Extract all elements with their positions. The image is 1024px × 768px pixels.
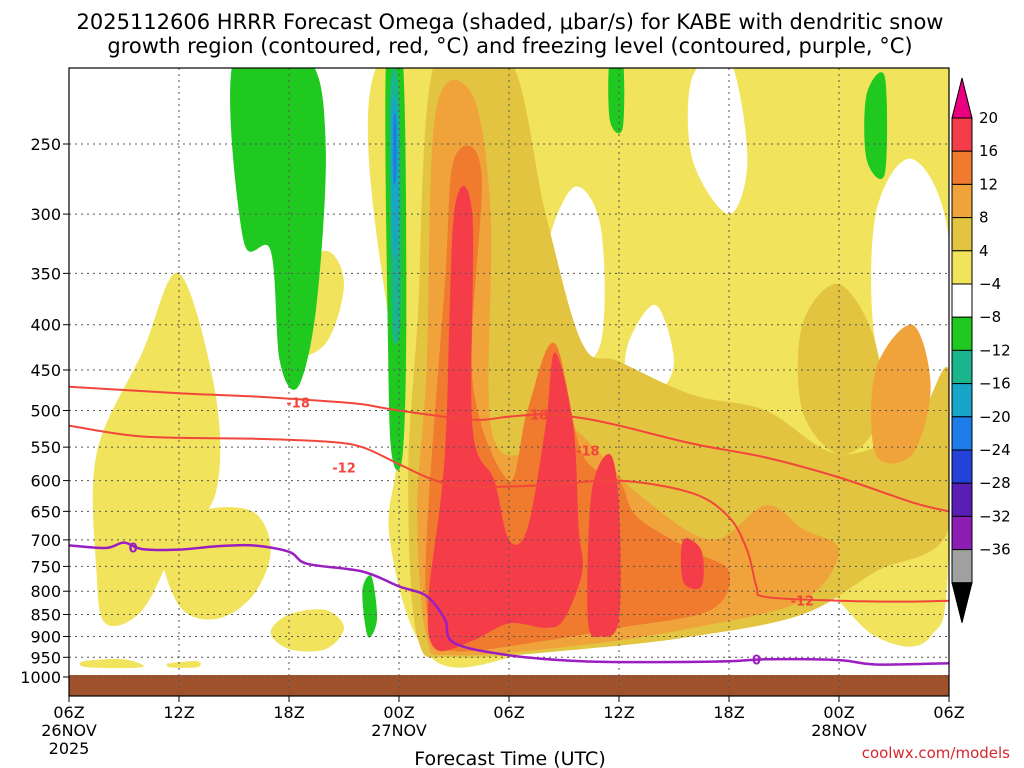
x-tick-label: 18Z — [273, 703, 304, 722]
colorbar-swatch — [951, 515, 973, 551]
colorbar-label: −32 — [979, 507, 1011, 525]
colorbar-swatch — [951, 349, 973, 385]
omega-4-8-left — [92, 272, 221, 627]
omega-4-8-left-3 — [270, 609, 344, 652]
colorbar-bottom-triangle — [951, 582, 973, 623]
y-tick-label: 550 — [30, 438, 61, 457]
omega-gt20-second — [587, 453, 621, 638]
x-axis-label: Forecast Time (UTC) — [414, 748, 605, 768]
colorbar-swatch — [951, 383, 973, 418]
omega-4-8-sfc-2 — [166, 661, 201, 668]
colorbar-label: 12 — [979, 175, 998, 193]
colorbar-swatch — [951, 217, 973, 252]
colorbar-swatch — [951, 449, 973, 484]
omega-gt20-main — [427, 185, 584, 652]
dgz-contour-label: -18 — [576, 445, 600, 460]
y-tick-label: 600 — [30, 472, 61, 491]
colorbar-swatch — [951, 250, 973, 285]
omega-12-16-right — [871, 324, 931, 464]
x-tick-label: 12Z — [603, 703, 634, 722]
colorbar-label: −16 — [979, 375, 1011, 393]
y-axis: 250 300 350 400 450 500 550 600 650 700 750 800 850 9… — [20, 135, 69, 687]
omega-neg-small-2 — [864, 72, 888, 179]
colorbar-label: −4 — [979, 275, 1001, 293]
dgz-contour-label: -12 — [332, 462, 356, 477]
colorbar-swatch — [951, 117, 973, 152]
colorbar-label: −12 — [979, 341, 1011, 359]
credit-text: coolwx.com/models — [862, 744, 1010, 762]
dgz-contour-label: -18 — [286, 397, 310, 412]
x-tick-label: 26NOV — [41, 721, 97, 740]
dgz-contour-label: -12 — [791, 595, 815, 610]
y-tick-label: 250 — [30, 135, 61, 154]
y-tick-label: 300 — [30, 205, 61, 224]
colorbar-label: −36 — [979, 541, 1011, 559]
colorbar-label: −28 — [979, 474, 1011, 492]
x-tick-label: 12Z — [163, 703, 194, 722]
x-tick-label: 18Z — [713, 703, 744, 722]
x-tick-label: 06Z — [933, 703, 964, 722]
omega-near-zero-5 — [687, 68, 748, 215]
grid-lines — [68, 68, 950, 696]
omega-shading — [79, 68, 949, 669]
colorbar: 20 16 12 8 4 −4 −8 −12 −16 −20 −24 −28 −32 −36 — [951, 77, 1011, 623]
temperature-contours: -18 -18 -18 -12 -12 0 0 — [69, 385, 949, 668]
colorbar-swatch — [951, 283, 973, 318]
y-tick-label: 800 — [30, 582, 61, 601]
omega-gt20-small — [680, 538, 704, 590]
colorbar-swatch — [951, 416, 973, 451]
x-tick-label: 00Z — [823, 703, 854, 722]
colorbar-label: −20 — [979, 408, 1011, 426]
colorbar-label: 8 — [979, 209, 989, 227]
x-tick-label: 28NOV — [811, 721, 867, 740]
y-tick-label: 750 — [30, 557, 61, 576]
chart-title-line2: growth region (contoured, red, °C) and f… — [107, 34, 912, 58]
colorbar-label: −8 — [979, 308, 1001, 326]
freezing-level-label: 0 — [752, 653, 761, 668]
y-tick-label: 950 — [30, 648, 61, 667]
x-tick-label: 00Z — [383, 703, 414, 722]
y-tick-label: 500 — [30, 402, 61, 421]
colorbar-swatch — [951, 549, 973, 584]
omega-neg-small-3 — [362, 575, 378, 638]
colorbar-label: 16 — [979, 142, 998, 160]
colorbar-swatch — [951, 183, 973, 219]
dgz-contour-line — [69, 424, 949, 603]
colorbar-swatch — [951, 482, 973, 517]
colorbar-label: 20 — [979, 109, 998, 127]
y-tick-label: 1000 — [20, 668, 61, 687]
dgz-contour-line — [69, 385, 949, 513]
colorbar-swatch — [951, 316, 973, 351]
omega-neg-small-1 — [608, 68, 625, 134]
y-tick-label: 900 — [30, 627, 61, 646]
freezing-level-label: 0 — [129, 541, 138, 556]
omega-4-8-sfc-1 — [79, 658, 144, 669]
colorbar-top-triangle — [951, 77, 973, 119]
colorbar-swatch — [951, 150, 973, 185]
colorbar-label: −24 — [979, 441, 1011, 459]
x-tick-label: 27NOV — [371, 721, 427, 740]
y-tick-label: 650 — [30, 502, 61, 521]
y-tick-label: 700 — [30, 531, 61, 550]
omega-neg-16-20 — [393, 113, 397, 186]
colorbar-label: 4 — [979, 242, 989, 260]
x-tick-label: 06Z — [53, 703, 84, 722]
dgz-contour-label: -18 — [525, 408, 549, 423]
chart-title-line1: 2025112606 HRRR Forecast Omega (shaded, … — [77, 10, 944, 34]
x-tick-label: 06Z — [493, 703, 524, 722]
omega-neg-4-8 — [230, 68, 326, 390]
y-tick-label: 350 — [30, 264, 61, 283]
freezing-level-line — [69, 541, 949, 666]
x-tick-label: 2025 — [49, 739, 90, 758]
y-tick-label: 850 — [30, 606, 61, 625]
y-tick-label: 450 — [30, 361, 61, 380]
y-tick-label: 400 — [30, 316, 61, 335]
